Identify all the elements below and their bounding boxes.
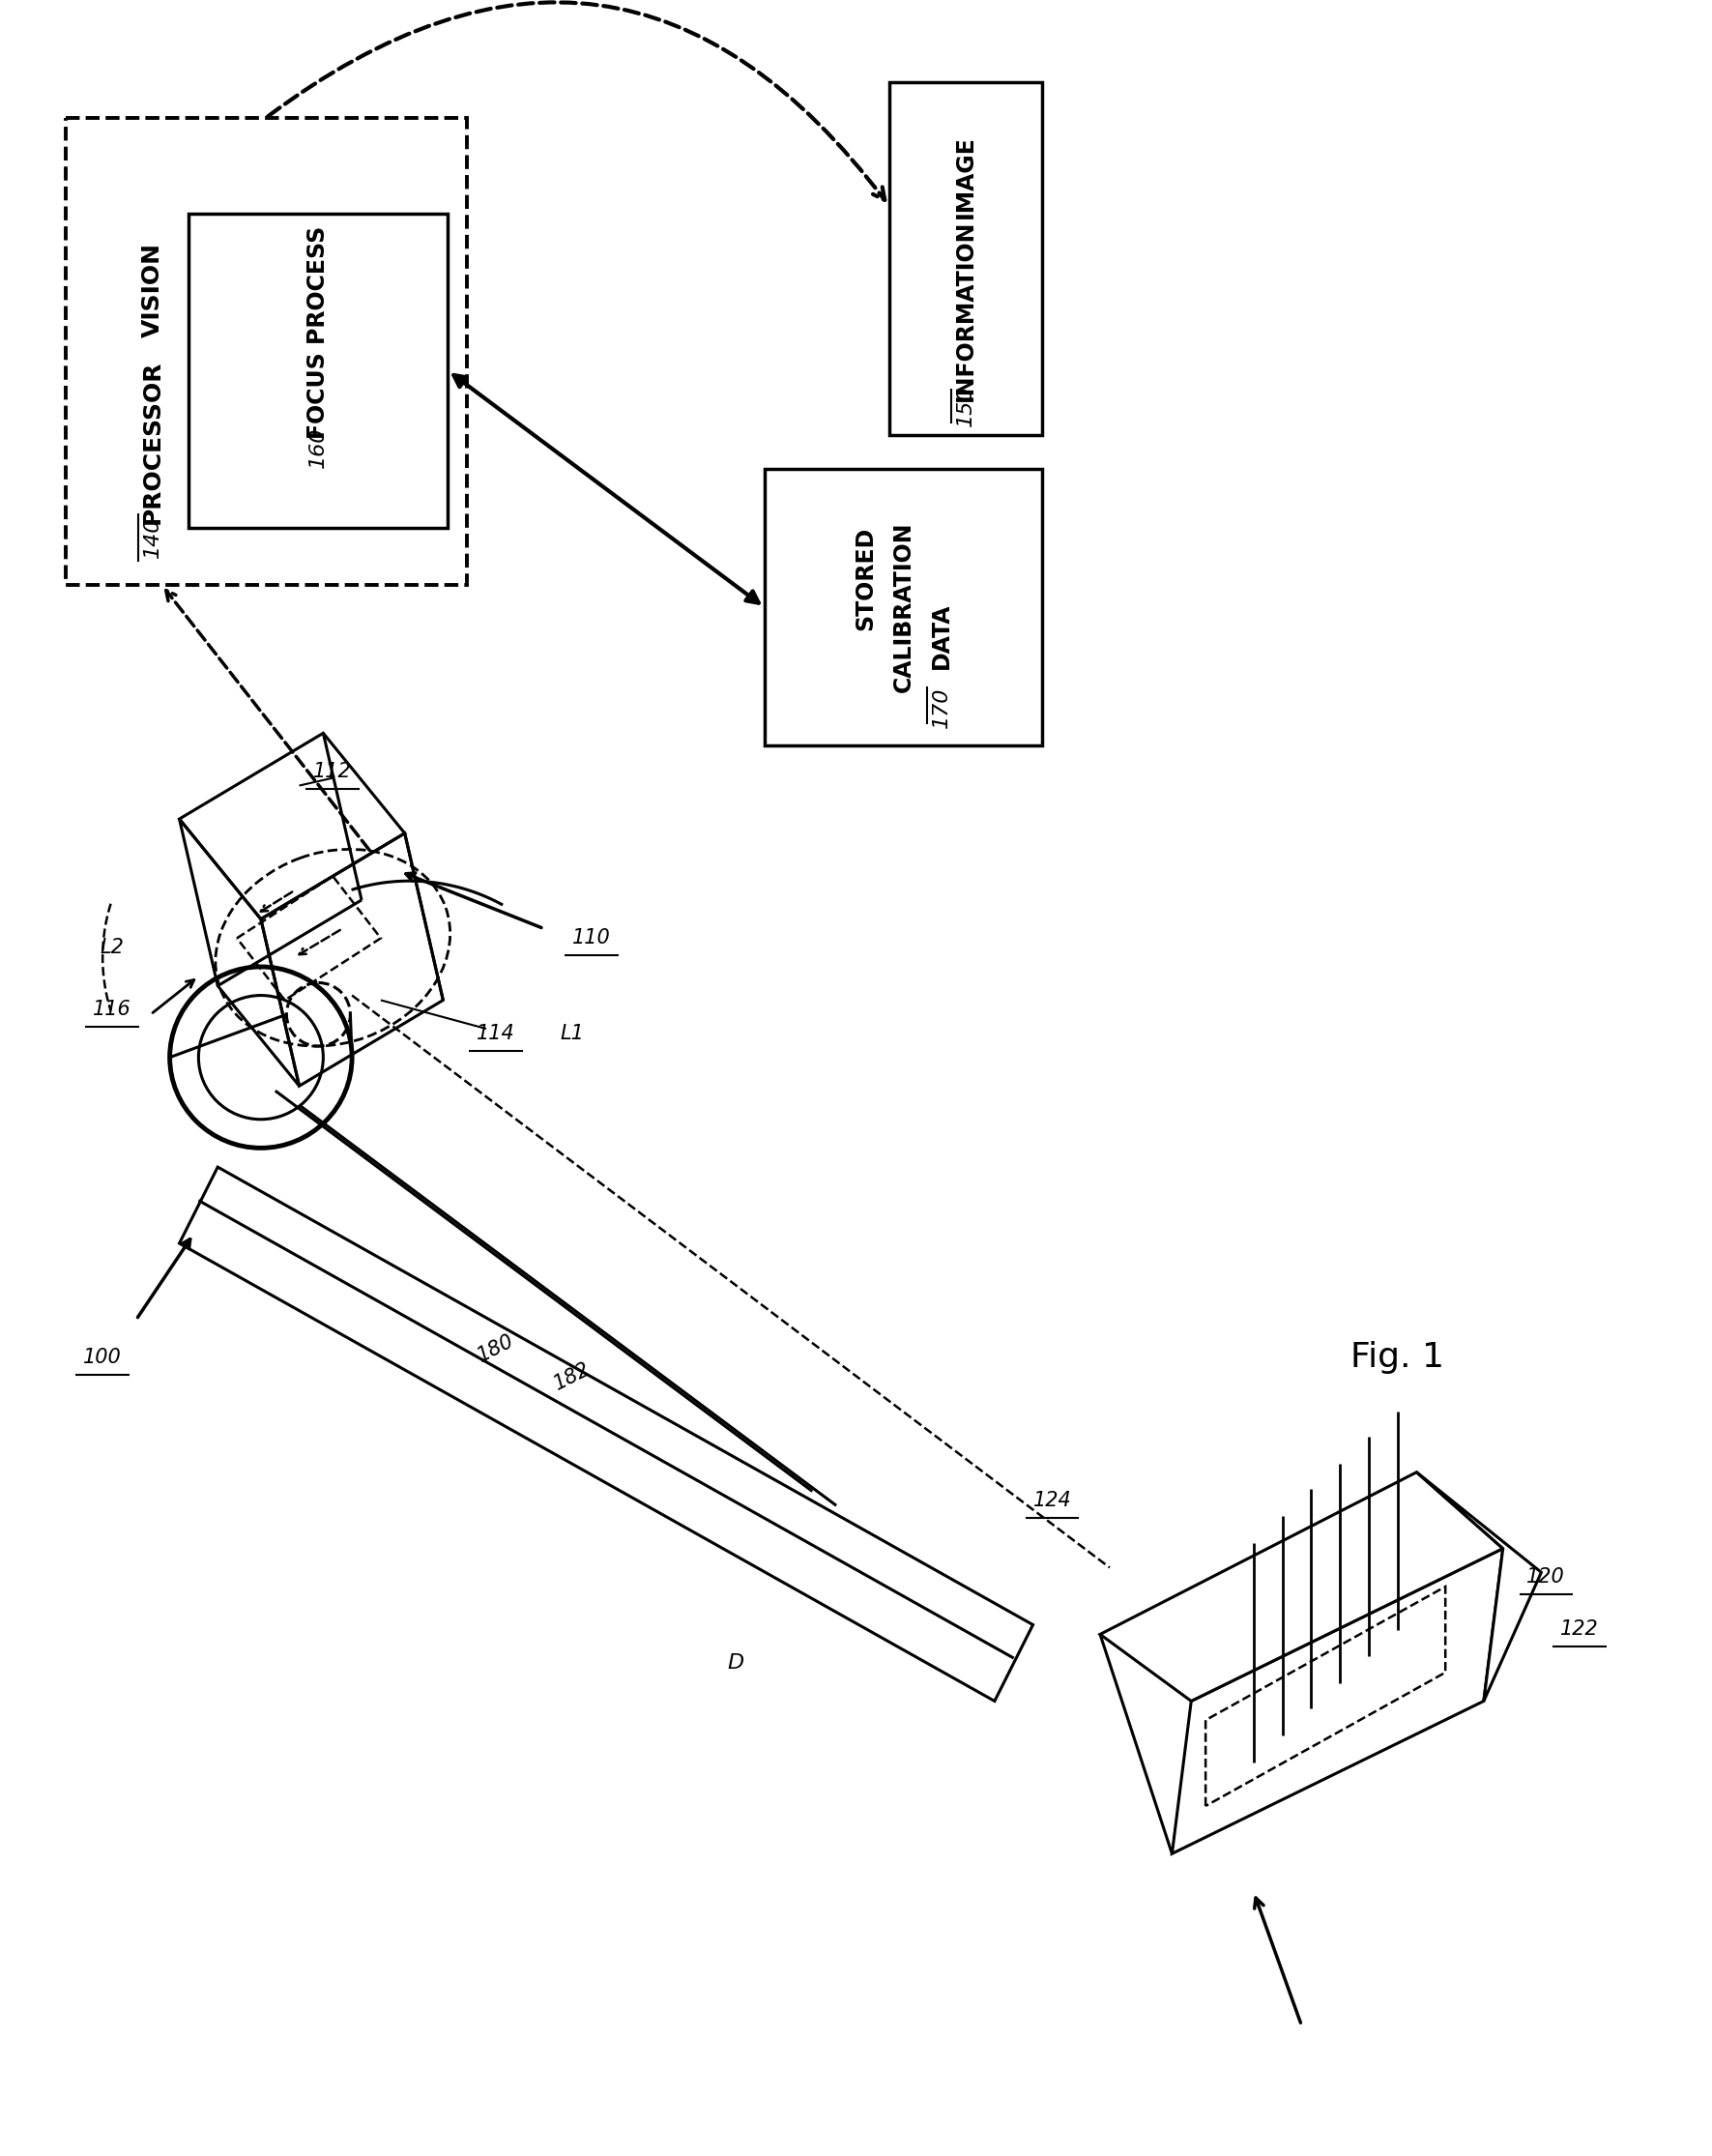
Text: 114: 114 bbox=[476, 1024, 515, 1044]
Text: 160: 160 bbox=[308, 427, 329, 468]
Text: 182: 182 bbox=[551, 1360, 594, 1395]
Text: 150: 150 bbox=[955, 386, 976, 427]
Bar bbox=[188, 213, 449, 528]
Text: L2: L2 bbox=[101, 938, 125, 957]
Bar bbox=[67, 119, 467, 584]
Bar bbox=[764, 470, 1043, 746]
Text: IMAGE: IMAGE bbox=[954, 136, 978, 218]
Text: 180: 180 bbox=[474, 1330, 517, 1365]
Text: 110: 110 bbox=[572, 929, 611, 949]
Text: DATA: DATA bbox=[930, 604, 954, 668]
Text: 140: 140 bbox=[142, 517, 163, 558]
Text: 170: 170 bbox=[931, 688, 952, 729]
Text: FOCUS PROCESS: FOCUS PROCESS bbox=[306, 226, 330, 440]
Text: CALIBRATION: CALIBRATION bbox=[892, 522, 916, 692]
Text: D: D bbox=[728, 1654, 745, 1673]
Polygon shape bbox=[1416, 1473, 1541, 1701]
Text: 122: 122 bbox=[1560, 1619, 1599, 1639]
Text: PROCESSOR: PROCESSOR bbox=[140, 360, 164, 524]
Text: VISION: VISION bbox=[140, 241, 164, 336]
Polygon shape bbox=[1173, 1548, 1503, 1854]
Text: INFORMATION: INFORMATION bbox=[954, 220, 978, 401]
Text: 124: 124 bbox=[1032, 1492, 1072, 1511]
Text: 112: 112 bbox=[313, 761, 353, 780]
Text: 100: 100 bbox=[84, 1348, 122, 1367]
Polygon shape bbox=[180, 1166, 1032, 1701]
Bar bbox=[889, 82, 1043, 436]
Text: 120: 120 bbox=[1527, 1567, 1565, 1587]
Text: 116: 116 bbox=[92, 1000, 132, 1020]
Text: STORED: STORED bbox=[854, 526, 877, 630]
Polygon shape bbox=[1101, 1473, 1503, 1701]
Text: L1: L1 bbox=[560, 1024, 584, 1044]
Text: Fig. 1: Fig. 1 bbox=[1351, 1341, 1445, 1373]
